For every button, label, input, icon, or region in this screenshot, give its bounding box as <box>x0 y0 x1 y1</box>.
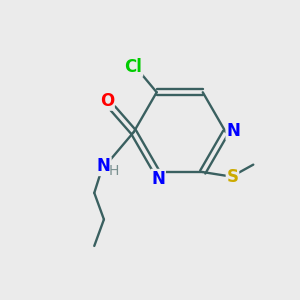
Text: H: H <box>108 164 118 178</box>
Text: S: S <box>226 167 238 185</box>
Text: O: O <box>100 92 114 110</box>
Text: N: N <box>97 157 111 175</box>
Text: N: N <box>226 122 240 140</box>
Text: Cl: Cl <box>124 58 142 76</box>
Text: N: N <box>151 169 165 188</box>
